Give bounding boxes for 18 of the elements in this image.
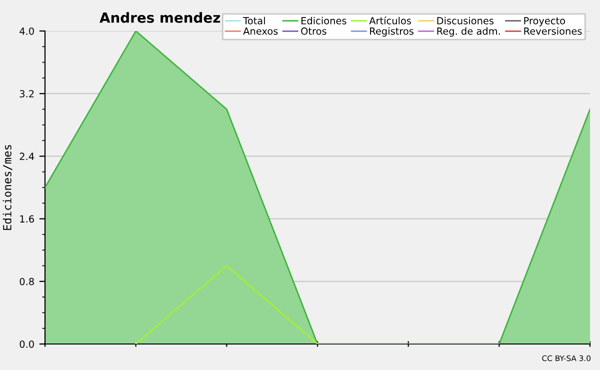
y-tick-label: 4.0: [20, 27, 34, 35]
legend-label: Otros: [301, 27, 326, 35]
y-tick-label: 1.6: [20, 215, 34, 223]
y-tick-label: 0.0: [20, 340, 34, 348]
legend-label: Artículos: [369, 16, 412, 24]
y-tick-label: 2.4: [20, 152, 34, 160]
legend-label: Registros: [370, 27, 414, 37]
legend-label: Proyecto: [524, 17, 565, 26]
y-tick-label: 3.2: [20, 90, 34, 98]
legend-label: Total: [243, 16, 265, 24]
chart-title: Andres mendez: [100, 12, 220, 23]
legend-label: Discusiones: [437, 16, 494, 24]
y-axis-title: Ediciones/mes: [2, 145, 12, 230]
y-tick-label: 0.8: [20, 278, 34, 286]
legend-label: Ediciones: [301, 16, 346, 24]
legend-label: Anexos: [243, 28, 278, 35]
legend-label: Reversiones: [524, 27, 582, 35]
legend-label: Reg. de adm.: [437, 27, 500, 37]
